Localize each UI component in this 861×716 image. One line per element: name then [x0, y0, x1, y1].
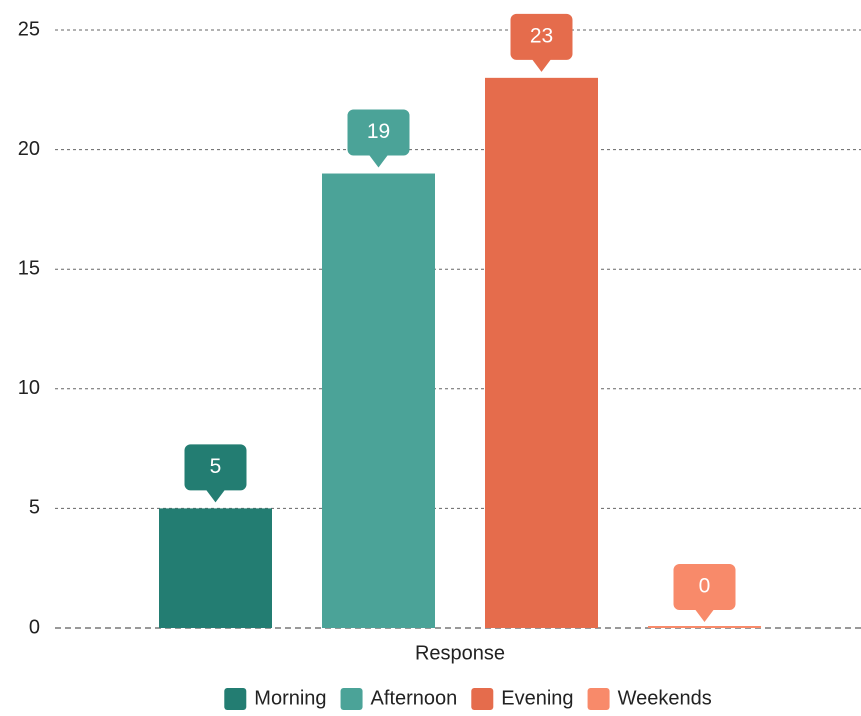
legend-swatch: [587, 688, 610, 710]
legend-swatch: [471, 688, 494, 710]
data-label: 0: [699, 575, 711, 598]
data-label: 5: [210, 455, 222, 478]
y-tick-label: 5: [29, 497, 40, 519]
y-tick-label: 25: [18, 18, 40, 40]
data-label: 19: [367, 120, 390, 143]
label-bubble: [347, 109, 410, 168]
y-tick-label: 0: [29, 616, 40, 638]
legend-swatch: [224, 688, 247, 710]
bar: [648, 626, 761, 628]
label-bubble: [510, 13, 573, 72]
y-tick-label: 15: [18, 257, 40, 279]
y-tick-label: 10: [18, 377, 40, 399]
label-bubble: [673, 564, 736, 622]
legend-label: Morning: [254, 687, 326, 709]
legend-label: Evening: [501, 687, 573, 709]
legend-label: Weekends: [618, 687, 712, 709]
label-bubble: [184, 444, 247, 503]
legend-label: Afternoon: [371, 687, 458, 709]
bar: [322, 173, 435, 628]
y-tick-label: 20: [18, 138, 40, 160]
data-label: 23: [530, 24, 553, 47]
bar: [485, 77, 598, 629]
legend-swatch: [340, 688, 363, 710]
x-tick-label: Response: [415, 642, 505, 664]
bar: [159, 508, 272, 628]
